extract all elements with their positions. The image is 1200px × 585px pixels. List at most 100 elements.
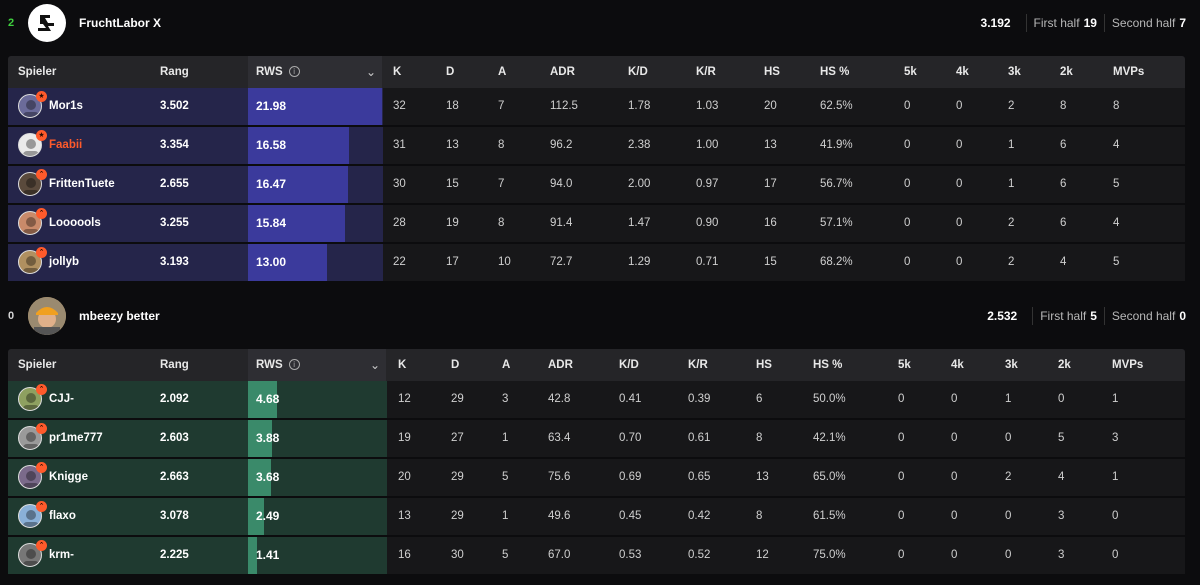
column-header-mvps[interactable]: MVPs <box>1113 56 1144 88</box>
avatar[interactable] <box>18 426 42 450</box>
player-name[interactable]: pr1me777 <box>49 432 103 444</box>
table-row[interactable]: 21.98 ★ Mor1s 3.502 32 18 7 112.5 1.78 1.03 20 62.5… <box>8 88 1185 127</box>
column-header-rws[interactable]: RWS i <box>256 56 300 88</box>
column-header-k-d[interactable]: K/D <box>628 56 648 88</box>
stat-k2: 6 <box>1060 217 1067 229</box>
column-header-3k[interactable]: 3k <box>1008 56 1021 88</box>
stat-hs: 12 <box>756 549 769 561</box>
column-header-label: K/D <box>619 359 639 371</box>
column-header-d[interactable]: D <box>451 349 459 381</box>
column-header-k-r[interactable]: K/R <box>696 56 716 88</box>
player-name[interactable]: krm- <box>49 549 74 561</box>
column-header-adr[interactable]: ADR <box>550 56 575 88</box>
team-summary: 2.532 First half 5 Second half 0 <box>987 307 1186 325</box>
table-row[interactable]: 1.41 ⌃ krm- 2.225 16 30 5 67.0 0.53 0.52 12 75.0% 0 0… <box>8 537 1185 576</box>
column-header-2k[interactable]: 2k <box>1058 349 1071 381</box>
column-header-hs[interactable]: HS % <box>820 56 849 88</box>
player-name[interactable]: FrittenTuete <box>49 178 115 190</box>
player-name[interactable]: Knigge <box>49 471 88 483</box>
column-header-label: Spieler <box>18 359 57 371</box>
column-header-5k[interactable]: 5k <box>898 349 911 381</box>
table-row[interactable]: 3.68 ⌃ Knigge 2.663 20 29 5 75.6 0.69 0.65 13 65.0%… <box>8 459 1185 498</box>
table-row[interactable]: 15.84 ⌃ Loooools 3.255 28 19 8 91.4 1.47 0.90 16 57… <box>8 205 1185 244</box>
stat-kr: 0.90 <box>696 217 719 229</box>
stat-k2: 8 <box>1060 100 1067 112</box>
column-header-2k[interactable]: 2k <box>1060 56 1073 88</box>
stat-hsp: 62.5% <box>820 100 853 112</box>
player-name[interactable]: Mor1s <box>49 100 83 112</box>
divider <box>1103 307 1105 325</box>
stat-k: 28 <box>393 217 406 229</box>
column-header-label: HS <box>764 66 780 78</box>
column-header-k-r[interactable]: K/R <box>688 349 708 381</box>
column-header-4k[interactable]: 4k <box>951 349 964 381</box>
avatar[interactable] <box>18 504 42 528</box>
stat-kd: 0.53 <box>619 549 642 561</box>
column-header-k[interactable]: K <box>398 349 406 381</box>
stat-adr: 75.6 <box>548 471 571 483</box>
column-header-label: MVPs <box>1112 359 1144 371</box>
rws-cell: 3.88 <box>248 420 386 457</box>
team-logo[interactable] <box>28 4 66 42</box>
table-row[interactable]: 16.58 ★ Faabii 3.354 31 13 8 96.2 2.38 1.00 13 41.9… <box>8 127 1185 166</box>
column-header-hs[interactable]: HS % <box>813 349 842 381</box>
stat-hsp: 65.0% <box>813 471 846 483</box>
column-header-rws[interactable]: RWS i <box>256 349 300 381</box>
column-header-adr[interactable]: ADR <box>548 349 573 381</box>
column-header-k-d[interactable]: K/D <box>619 349 639 381</box>
rws-cell: 3.68 <box>248 459 386 496</box>
player-name[interactable]: Faabii <box>49 139 83 151</box>
player-name[interactable]: flaxo <box>49 510 76 522</box>
table-row[interactable]: 16.47 ⌃ FrittenTuete 2.655 30 15 7 94.0 2.00 0.97… <box>8 166 1185 205</box>
stat-rang: 2.225 <box>160 549 189 561</box>
stat-mvps: 0 <box>1112 510 1119 522</box>
first-half-score: 19 <box>1083 16 1097 30</box>
chevron-down-icon[interactable]: ⌄ <box>370 358 381 372</box>
team-avatar[interactable] <box>28 297 66 335</box>
table-row[interactable]: 3.88 ⌃ pr1me777 2.603 19 27 1 63.4 0.70 0.61 8 42.1… <box>8 420 1185 459</box>
column-header-label: HS % <box>813 359 843 371</box>
column-header-spieler[interactable]: Spieler <box>18 56 56 88</box>
column-header-mvps[interactable]: MVPs <box>1112 349 1143 381</box>
column-header-label: K <box>393 66 402 78</box>
column-header-label: 2k <box>1058 359 1071 371</box>
stat-d: 17 <box>446 256 459 268</box>
column-header-a[interactable]: A <box>498 56 506 88</box>
chevron-down-icon[interactable]: ⌄ <box>366 65 377 79</box>
table-row[interactable]: 4.68 ⌃ CJJ- 2.092 12 29 3 42.8 0.41 0.39 6 50.0% 0 0 1… <box>8 381 1185 420</box>
column-header-d[interactable]: D <box>446 56 454 88</box>
column-header-rang[interactable]: Rang <box>160 349 189 381</box>
avatar[interactable] <box>18 94 42 118</box>
column-header-label: A <box>498 66 507 78</box>
stat-k5: 0 <box>898 393 905 405</box>
rws-cell: 2.49 <box>248 498 386 535</box>
team-name[interactable]: mbeezy better <box>79 309 160 323</box>
stat-k2: 5 <box>1058 432 1065 444</box>
column-header-rang[interactable]: Rang <box>160 56 189 88</box>
rws-bar <box>248 88 382 125</box>
column-header-3k[interactable]: 3k <box>1005 349 1018 381</box>
column-header-hs[interactable]: HS <box>756 349 772 381</box>
info-icon[interactable]: i <box>288 359 300 371</box>
column-header-a[interactable]: A <box>502 349 510 381</box>
column-header-label: 4k <box>951 359 964 371</box>
column-header-k[interactable]: K <box>393 56 401 88</box>
column-header-hs[interactable]: HS <box>764 56 780 88</box>
column-header-spieler[interactable]: Spieler <box>18 349 56 381</box>
player-name[interactable]: Loooools <box>49 217 101 229</box>
column-header-5k[interactable]: 5k <box>904 56 917 88</box>
team-name[interactable]: FruchtLabor X <box>79 16 162 30</box>
avatar[interactable] <box>18 211 42 235</box>
column-header-label: 3k <box>1008 66 1021 78</box>
level-badge-icon: ⌃ <box>36 384 47 395</box>
player-name[interactable]: CJJ- <box>49 393 74 405</box>
info-icon[interactable]: i <box>288 66 300 78</box>
stat-hs: 16 <box>764 217 777 229</box>
divider <box>1032 307 1034 325</box>
stat-k4: 0 <box>956 100 963 112</box>
table-row[interactable]: 2.49 ⌃ flaxo 3.078 13 29 1 49.6 0.45 0.42 8 61.5% 0 0… <box>8 498 1185 537</box>
table-row[interactable]: 13.00 ⌃ jollyb 3.193 22 17 10 72.7 1.29 0.71 15 68.… <box>8 244 1185 283</box>
column-header-4k[interactable]: 4k <box>956 56 969 88</box>
rws-cell: 4.68 <box>248 381 386 418</box>
player-name[interactable]: jollyb <box>49 256 80 268</box>
